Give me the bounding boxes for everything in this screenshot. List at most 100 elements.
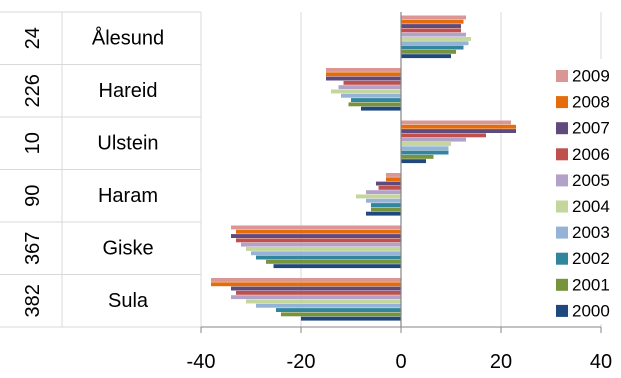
bar-sula-2005 bbox=[231, 295, 401, 300]
category-code-24: 24 bbox=[22, 27, 44, 49]
bar-ulstein-2003 bbox=[401, 146, 449, 151]
bar-ulstein-2004 bbox=[401, 142, 451, 146]
legend-label-2007: 2007 bbox=[572, 119, 610, 138]
x-tick-label-4: 40 bbox=[590, 351, 612, 373]
bar-sula-2001 bbox=[281, 312, 401, 317]
bar-haram-2007 bbox=[376, 181, 401, 186]
category-label-giske: Giske bbox=[102, 237, 153, 259]
bar-haram-2002 bbox=[371, 203, 401, 207]
legend-swatch-2000 bbox=[556, 304, 568, 317]
bar-ålesund-2008 bbox=[401, 19, 464, 24]
category-table: 24 Ålesund 226 Hareid 10 Ulstein 90 Haram 367 Gis… bbox=[0, 11, 201, 328]
bar-ålesund-2002 bbox=[401, 45, 464, 50]
category-label-haram: Haram bbox=[98, 185, 158, 207]
bar-haram-2005 bbox=[366, 190, 401, 195]
bar-giske-2007 bbox=[231, 234, 401, 238]
bar-haram-2008 bbox=[386, 177, 401, 182]
bar-ulstein-2006 bbox=[401, 133, 486, 138]
bar-hareid-2003 bbox=[341, 93, 401, 98]
bar-ålesund-2004 bbox=[401, 37, 471, 41]
bar-haram-2000 bbox=[366, 211, 401, 216]
bar-hareid-2009 bbox=[326, 68, 401, 72]
category-code-10: 10 bbox=[22, 132, 44, 154]
bar-hareid-2008 bbox=[326, 72, 401, 77]
bar-ulstein-2008 bbox=[401, 124, 516, 129]
legend-label-2002: 2002 bbox=[572, 249, 610, 268]
bar-haram-2001 bbox=[371, 207, 401, 212]
category-code-382: 382 bbox=[22, 284, 44, 317]
bar-giske-2006 bbox=[236, 238, 401, 243]
bar-haram-2006 bbox=[378, 185, 401, 190]
legend-swatch-2002 bbox=[556, 252, 568, 265]
legend-swatch-2008 bbox=[556, 96, 568, 109]
legend-label-2004: 2004 bbox=[572, 197, 610, 216]
legend-swatch-2004 bbox=[556, 200, 568, 213]
bar-sula-2002 bbox=[276, 308, 401, 312]
legend-label-2001: 2001 bbox=[572, 275, 610, 294]
bar-giske-2004 bbox=[246, 247, 401, 251]
bar-giske-2008 bbox=[236, 229, 401, 234]
legend-swatch-2001 bbox=[556, 278, 568, 291]
bar-hareid-2002 bbox=[351, 98, 401, 102]
category-label-hareid: Hareid bbox=[99, 80, 158, 102]
bar-sula-2008 bbox=[211, 282, 401, 287]
bar-haram-2009 bbox=[386, 173, 401, 177]
bar-hareid-2006 bbox=[343, 80, 401, 85]
bar-giske-2005 bbox=[241, 242, 401, 247]
bar-sula-2006 bbox=[236, 290, 401, 295]
category-label-ålesund: Ålesund bbox=[92, 26, 164, 49]
legend-swatch-2009 bbox=[556, 70, 568, 82]
bar-ulstein-2009 bbox=[401, 120, 511, 125]
bar-ulstein-2002 bbox=[401, 150, 449, 155]
bar-ålesund-2005 bbox=[401, 32, 466, 37]
category-code-90: 90 bbox=[22, 185, 44, 207]
bar-giske-2009 bbox=[231, 225, 401, 230]
bar-ulstein-2000 bbox=[401, 159, 426, 164]
legend-swatch-2007 bbox=[556, 122, 568, 135]
bar-ulstein-2005 bbox=[401, 137, 466, 142]
legend-label-2008: 2008 bbox=[572, 93, 610, 112]
x-axis: -40 -20 0 20 40 bbox=[187, 12, 612, 373]
bar-sula-2004 bbox=[246, 299, 401, 304]
x-tick-label-0: -40 bbox=[187, 351, 216, 373]
bar-giske-2003 bbox=[251, 251, 401, 256]
bar-giske-2001 bbox=[266, 259, 401, 264]
category-label-sula: Sula bbox=[108, 290, 149, 312]
legend-label-2000: 2000 bbox=[572, 301, 610, 320]
bar-ulstein-2001 bbox=[401, 154, 434, 159]
legend-swatch-2003 bbox=[556, 226, 568, 239]
bar-sula-2009 bbox=[211, 278, 401, 282]
legend-label-2003: 2003 bbox=[572, 223, 610, 242]
category-code-226: 226 bbox=[22, 74, 44, 107]
bar-hareid-2007 bbox=[326, 76, 401, 81]
bar-hareid-2000 bbox=[361, 106, 401, 111]
bar-ålesund-2003 bbox=[401, 41, 469, 46]
bar-ålesund-2000 bbox=[401, 54, 451, 59]
bar-hareid-2004 bbox=[331, 89, 401, 94]
category-code-367: 367 bbox=[22, 232, 44, 265]
bar-hareid-2005 bbox=[338, 85, 401, 90]
x-tick-label-3: 20 bbox=[490, 351, 512, 373]
bar-haram-2003 bbox=[366, 198, 401, 203]
bar-sula-2003 bbox=[256, 303, 401, 308]
bar-giske-2000 bbox=[273, 264, 401, 269]
bar-sula-2000 bbox=[301, 316, 401, 321]
bar-giske-2002 bbox=[256, 255, 401, 260]
x-tick-label-1: -20 bbox=[287, 351, 316, 373]
bar-ålesund-2001 bbox=[401, 49, 456, 54]
legend-label-2005: 2005 bbox=[572, 171, 610, 190]
bar-hareid-2001 bbox=[348, 102, 401, 107]
bars-layer bbox=[211, 15, 516, 321]
legend-label-2006: 2006 bbox=[572, 145, 610, 164]
legend-swatch-2006 bbox=[556, 148, 568, 161]
legend-label-2009: 2009 bbox=[572, 67, 610, 86]
bar-ålesund-2007 bbox=[401, 24, 461, 28]
bar-haram-2004 bbox=[356, 194, 401, 199]
legend: 2009 2008 2007 2006 2005 2004 2003 2002 2001 2000 bbox=[550, 59, 618, 324]
legend-swatch-2005 bbox=[556, 174, 568, 187]
bar-ålesund-2006 bbox=[401, 28, 461, 33]
bar-ulstein-2007 bbox=[401, 129, 516, 133]
bar-ålesund-2009 bbox=[401, 15, 466, 20]
category-label-ulstein: Ulstein bbox=[97, 132, 158, 154]
